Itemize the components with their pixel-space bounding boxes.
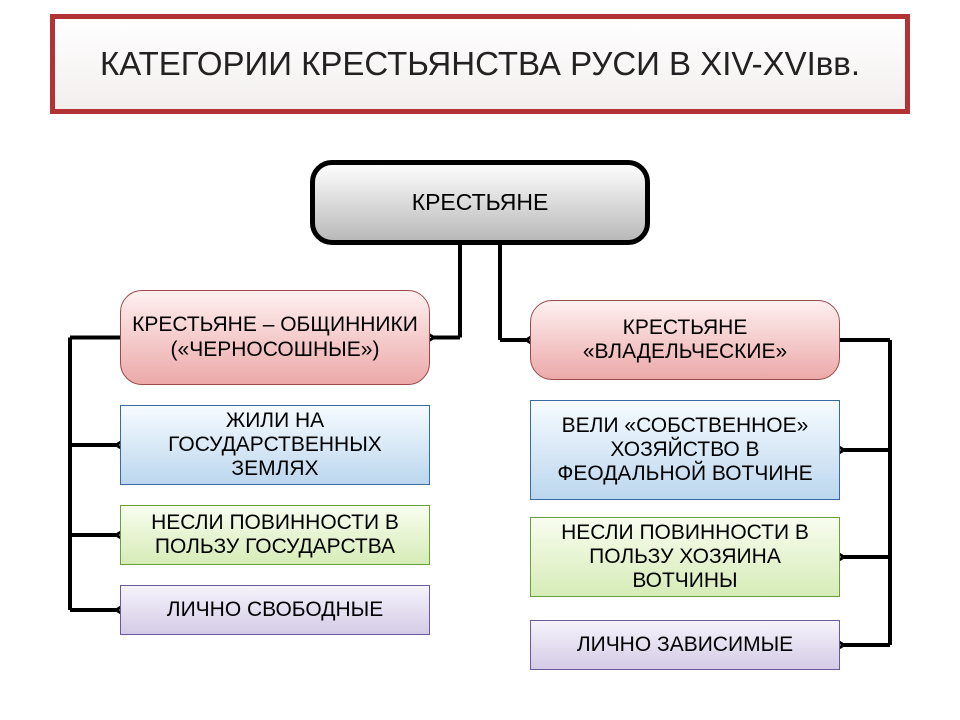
root-node: КРЕСТЬЯНЕ bbox=[310, 160, 650, 245]
left-item-2: ЛИЧНО СВОБОДНЫЕ bbox=[120, 585, 430, 635]
left-item-1: НЕСЛИ ПОВИННОСТИ В ПОЛЬЗУ ГОСУДАРСТВА bbox=[120, 505, 430, 565]
right-category: КРЕСТЬЯНЕ «ВЛАДЕЛЬЧЕСКИЕ» bbox=[530, 300, 840, 380]
page-title: КАТЕГОРИИ КРЕСТЬЯНСТВА РУСИ В XIV-XVIвв. bbox=[50, 14, 910, 114]
right-item-0: ВЕЛИ «СОБСТВЕННОЕ» ХОЗЯЙСТВО В ФЕОДАЛЬНО… bbox=[530, 400, 840, 500]
right-item-2: ЛИЧНО ЗАВИСИМЫЕ bbox=[530, 620, 840, 670]
left-item-0: ЖИЛИ НА ГОСУДАРСТВЕННЫХ ЗЕМЛЯХ bbox=[120, 405, 430, 485]
right-item-1: НЕСЛИ ПОВИННОСТИ В ПОЛЬЗУ ХОЗЯИНА ВОТЧИН… bbox=[530, 517, 840, 597]
left-category: КРЕСТЬЯНЕ – ОБЩИННИКИ («ЧЕРНОСОШНЫЕ») bbox=[120, 290, 430, 385]
